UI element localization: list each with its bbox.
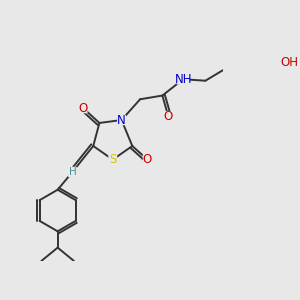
FancyBboxPatch shape — [283, 58, 296, 68]
FancyBboxPatch shape — [108, 154, 117, 165]
FancyBboxPatch shape — [79, 103, 88, 113]
Text: NH: NH — [174, 73, 192, 86]
Text: O: O — [164, 110, 173, 123]
Text: S: S — [109, 153, 116, 166]
FancyBboxPatch shape — [176, 74, 190, 84]
FancyBboxPatch shape — [164, 111, 173, 122]
Text: H: H — [69, 167, 76, 177]
Text: OH: OH — [280, 56, 298, 69]
FancyBboxPatch shape — [68, 167, 77, 177]
Text: O: O — [142, 153, 152, 166]
FancyBboxPatch shape — [117, 115, 126, 125]
FancyBboxPatch shape — [143, 154, 152, 164]
Text: N: N — [117, 113, 126, 127]
Text: O: O — [79, 102, 88, 115]
